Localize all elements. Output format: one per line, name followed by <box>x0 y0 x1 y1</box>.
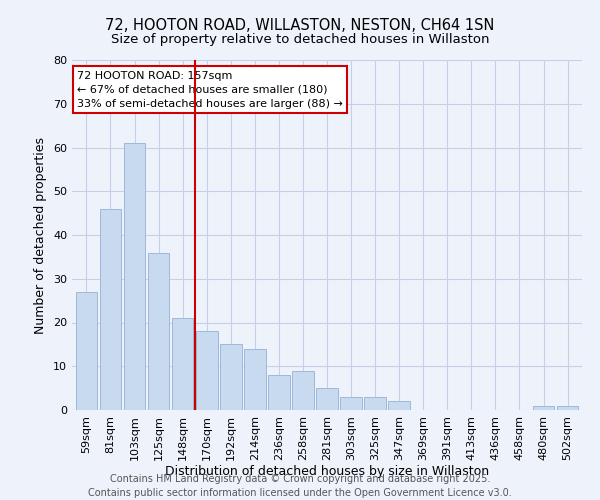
Bar <box>292 370 314 410</box>
Y-axis label: Number of detached properties: Number of detached properties <box>34 136 47 334</box>
Bar <box>364 397 386 410</box>
Bar <box>557 406 578 410</box>
Bar <box>388 401 410 410</box>
Bar <box>268 375 290 410</box>
Text: 72, HOOTON ROAD, WILLASTON, NESTON, CH64 1SN: 72, HOOTON ROAD, WILLASTON, NESTON, CH64… <box>106 18 494 32</box>
Text: Contains HM Land Registry data © Crown copyright and database right 2025.
Contai: Contains HM Land Registry data © Crown c… <box>88 474 512 498</box>
Bar <box>172 318 193 410</box>
Bar <box>340 397 362 410</box>
Text: Size of property relative to detached houses in Willaston: Size of property relative to detached ho… <box>111 32 489 46</box>
Bar <box>220 344 242 410</box>
Bar <box>148 252 169 410</box>
Bar <box>76 292 97 410</box>
Bar <box>124 143 145 410</box>
Bar <box>533 406 554 410</box>
Bar <box>316 388 338 410</box>
Bar <box>100 209 121 410</box>
Text: 72 HOOTON ROAD: 157sqm
← 67% of detached houses are smaller (180)
33% of semi-de: 72 HOOTON ROAD: 157sqm ← 67% of detached… <box>77 70 343 108</box>
Bar <box>196 331 218 410</box>
X-axis label: Distribution of detached houses by size in Willaston: Distribution of detached houses by size … <box>165 466 489 478</box>
Bar <box>244 349 266 410</box>
